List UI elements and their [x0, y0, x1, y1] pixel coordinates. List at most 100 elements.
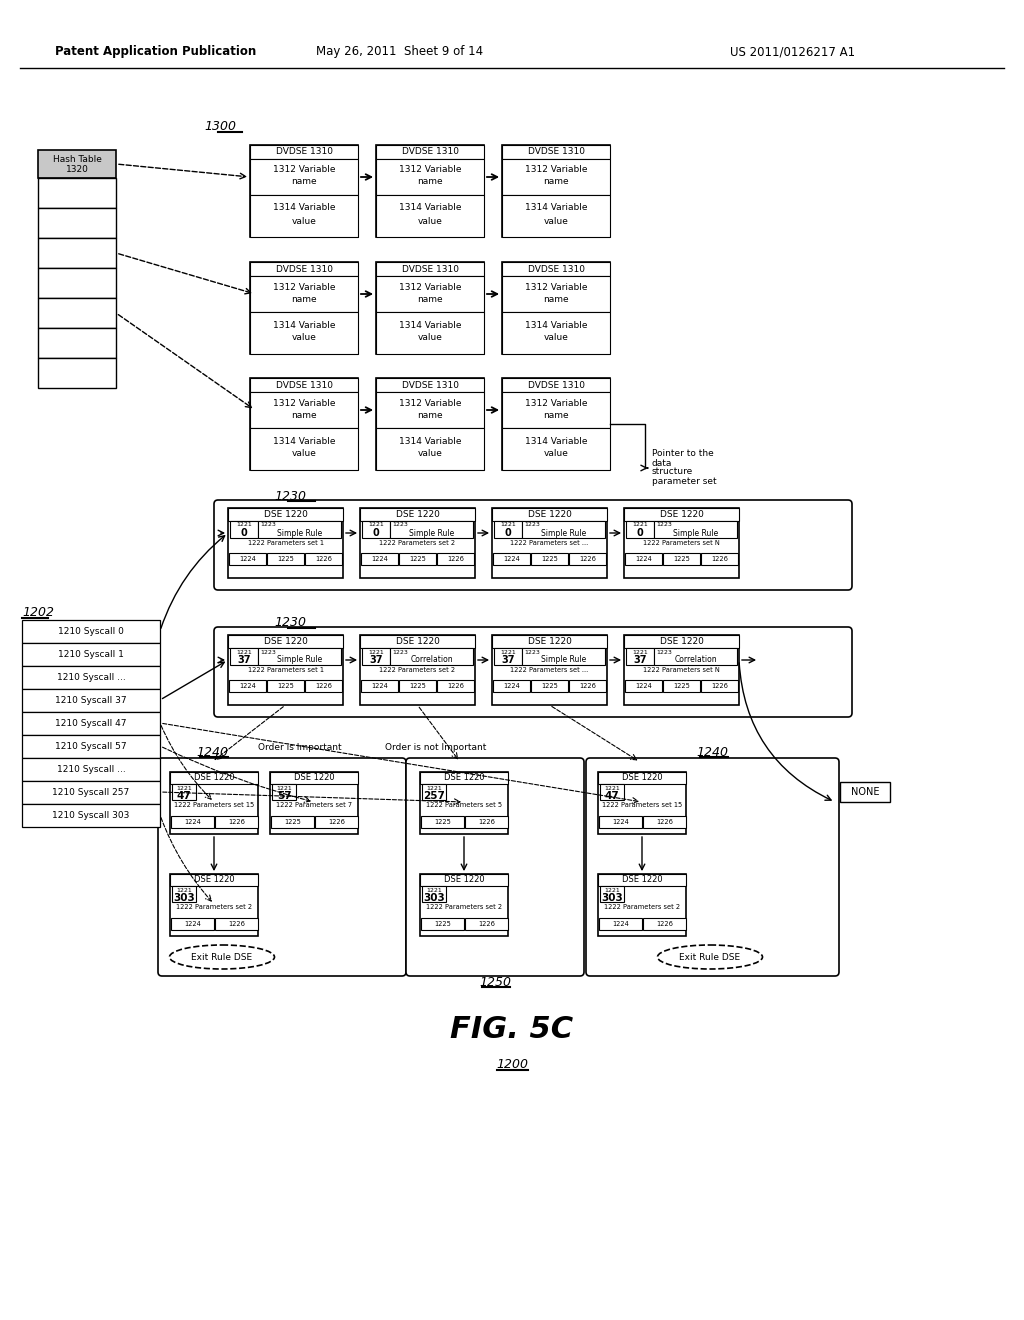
Text: DSE 1220: DSE 1220 — [527, 510, 571, 519]
Text: name: name — [543, 294, 568, 304]
Text: US 2011/0126217 A1: US 2011/0126217 A1 — [730, 45, 855, 58]
Text: 1221: 1221 — [426, 888, 442, 894]
Bar — [502, 195, 610, 238]
Text: 1312 Variable: 1312 Variable — [524, 399, 587, 408]
Text: FIG. 5C: FIG. 5C — [451, 1015, 573, 1044]
Bar — [492, 508, 607, 578]
Text: 1222 Parameters set 2: 1222 Parameters set 2 — [604, 904, 680, 909]
Text: DVDSE 1310: DVDSE 1310 — [401, 148, 459, 157]
Bar — [22, 781, 160, 804]
Bar — [38, 298, 116, 327]
Bar — [494, 521, 522, 539]
Bar — [272, 784, 296, 800]
Bar — [492, 635, 607, 705]
Text: 1320: 1320 — [66, 165, 88, 174]
Text: 1222 Parameters set 1: 1222 Parameters set 1 — [248, 540, 324, 546]
Bar — [305, 553, 342, 565]
Bar — [376, 428, 484, 470]
Bar — [250, 428, 358, 470]
Text: 1314 Variable: 1314 Variable — [398, 203, 461, 213]
Bar — [376, 378, 484, 392]
Bar — [654, 521, 737, 539]
Text: DVDSE 1310: DVDSE 1310 — [527, 148, 585, 157]
Bar — [493, 553, 530, 565]
Text: 1226: 1226 — [478, 818, 495, 825]
Text: structure: structure — [652, 467, 693, 477]
Bar — [643, 816, 686, 828]
Text: 1226: 1226 — [315, 682, 332, 689]
Text: 1221: 1221 — [604, 785, 620, 791]
Bar — [376, 145, 484, 238]
Bar — [271, 816, 314, 828]
Bar — [376, 276, 484, 312]
Bar — [624, 508, 739, 578]
Text: 1223: 1223 — [392, 523, 408, 528]
Text: 1222 Parameters set 15: 1222 Parameters set 15 — [602, 803, 682, 808]
Bar — [229, 680, 266, 692]
Text: Correlation: Correlation — [411, 656, 453, 664]
Text: 1210 Syscall 57: 1210 Syscall 57 — [55, 742, 127, 751]
Bar — [22, 735, 160, 758]
Bar — [170, 874, 258, 886]
Text: name: name — [291, 411, 316, 420]
Text: 1226: 1226 — [579, 556, 596, 562]
Bar — [171, 917, 214, 931]
Bar — [170, 772, 258, 834]
Bar — [250, 378, 358, 392]
FancyBboxPatch shape — [586, 758, 839, 975]
Text: DSE 1220: DSE 1220 — [395, 638, 439, 645]
Text: 1312 Variable: 1312 Variable — [524, 282, 587, 292]
Text: DSE 1220: DSE 1220 — [194, 875, 234, 884]
Bar — [502, 428, 610, 470]
Bar — [228, 635, 343, 648]
Text: 0: 0 — [241, 528, 248, 539]
Text: 1224: 1224 — [239, 682, 256, 689]
Text: 1225: 1225 — [409, 556, 426, 562]
Text: 1222 Parameters set 2: 1222 Parameters set 2 — [380, 540, 456, 546]
Text: 37: 37 — [238, 655, 251, 665]
FancyBboxPatch shape — [214, 627, 852, 717]
Text: Patent Application Publication: Patent Application Publication — [55, 45, 256, 58]
Text: 1226: 1226 — [328, 818, 345, 825]
Text: name: name — [543, 177, 568, 186]
Bar — [502, 158, 610, 195]
Text: Simple Rule: Simple Rule — [276, 528, 323, 537]
Text: Simple Rule: Simple Rule — [541, 656, 586, 664]
Bar — [22, 804, 160, 828]
Text: 1202: 1202 — [22, 606, 54, 619]
Text: name: name — [417, 294, 442, 304]
Bar — [258, 521, 341, 539]
Text: 1224: 1224 — [503, 682, 520, 689]
Bar — [361, 553, 398, 565]
Text: DSE 1220: DSE 1220 — [395, 510, 439, 519]
Text: name: name — [417, 411, 442, 420]
Text: 1225: 1225 — [278, 682, 294, 689]
Bar — [701, 680, 738, 692]
Text: 1221: 1221 — [368, 523, 384, 528]
Bar — [492, 508, 607, 521]
Bar — [250, 378, 358, 470]
Text: 1240: 1240 — [696, 746, 728, 759]
Bar — [215, 917, 258, 931]
Bar — [502, 378, 610, 392]
Bar — [228, 635, 343, 705]
Text: 1223: 1223 — [260, 523, 275, 528]
Text: 1225: 1225 — [673, 682, 690, 689]
Bar — [305, 680, 342, 692]
Bar — [22, 620, 160, 643]
Bar — [531, 553, 568, 565]
Bar — [376, 312, 484, 354]
Text: 1221: 1221 — [500, 523, 516, 528]
Text: 0: 0 — [637, 528, 643, 539]
Bar — [654, 648, 737, 665]
Text: 1222 Parameters set N: 1222 Parameters set N — [643, 540, 720, 546]
Text: 0: 0 — [505, 528, 511, 539]
Text: 1226: 1226 — [656, 818, 673, 825]
Text: 1226: 1226 — [315, 556, 332, 562]
Text: 1225: 1225 — [541, 682, 558, 689]
Bar — [376, 378, 484, 470]
Text: 1226: 1226 — [711, 556, 728, 562]
Bar — [362, 648, 390, 665]
Bar — [421, 816, 464, 828]
Text: 1210 Syscall 257: 1210 Syscall 257 — [52, 788, 130, 797]
